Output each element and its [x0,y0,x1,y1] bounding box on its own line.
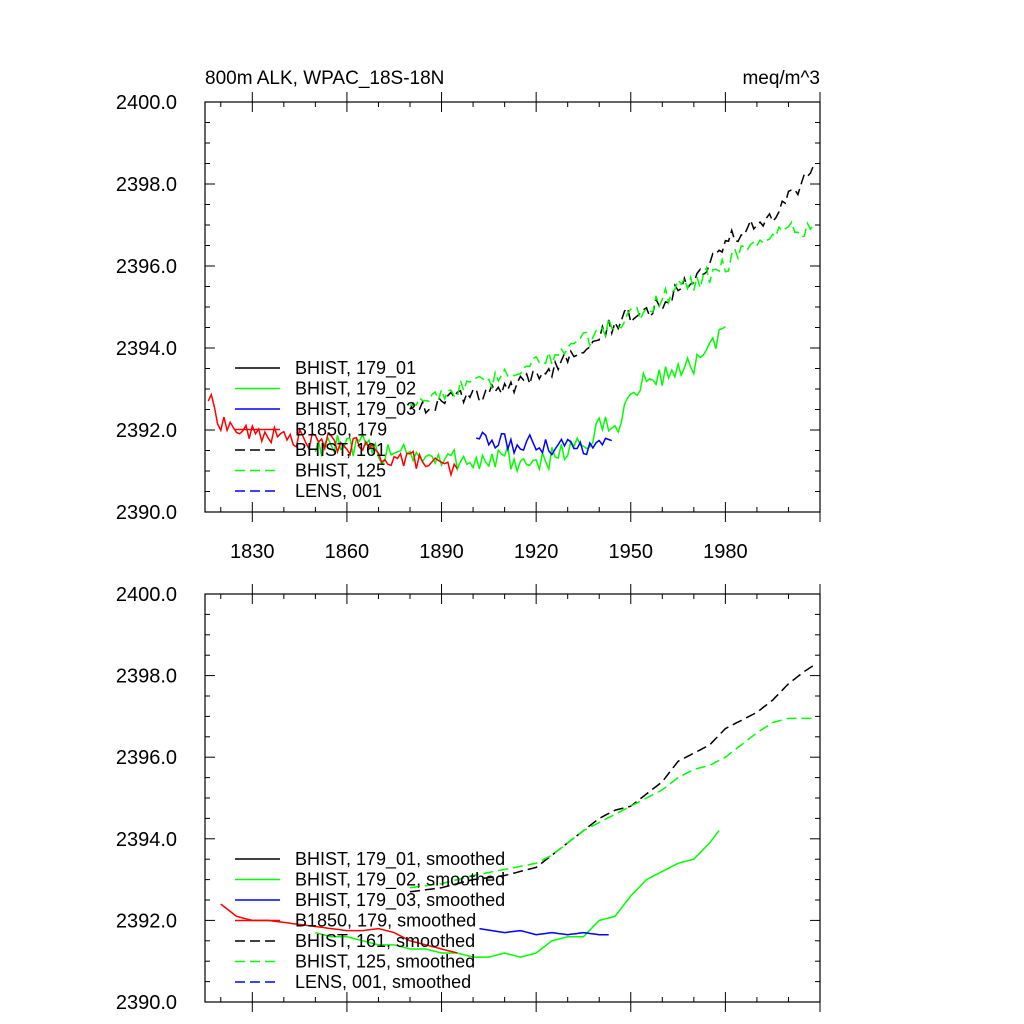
legend-entry: BHIST, 161 [295,440,386,460]
series-line-bhist-179-02-smoothed [315,830,720,958]
y-tick-label: 2396.0 [116,747,177,769]
legend-entry: BHIST, 179_01, smoothed [295,849,505,870]
x-tick-label: 1980 [703,541,748,563]
series-lines [207,164,815,478]
legend-entry: B1850, 179, smoothed [295,911,476,931]
series-line-b1850-179 [207,392,458,478]
y-tick-label: 2394.0 [116,338,177,360]
series-line-bhist-161-smoothed [409,664,815,893]
x-tick-label: 1830 [230,541,275,563]
x-tick-label: 1950 [609,541,654,563]
y-tick-label: 2392.0 [116,420,177,442]
y-tick-label: 2390.0 [116,992,177,1014]
chart-panel-2: 2400.0 2398.0 2396.0 2394.0 2392.0 2390.0 BHIS… [116,584,821,1014]
series-line-bhist-179-03-smoothed [479,927,609,936]
x-tick-label: 1920 [514,541,559,563]
legend-entry: BHIST, 125 [295,461,386,481]
series-line-bhist-125 [409,220,815,406]
y-tick-label: 2400.0 [116,584,177,606]
legend-entry: B1850, 179 [295,420,387,440]
x-tick-label: 1860 [325,541,370,563]
series-line-bhist-179-02 [314,326,726,474]
chart-units: meq/m^3 [742,68,820,89]
x-tick-label: 1890 [419,541,464,563]
legend-entry: BHIST, 161, smoothed [295,931,475,951]
legend-entry: LENS, 001 [295,481,382,501]
y-tick-label: 2394.0 [116,829,177,851]
legend-entry: LENS, 001, smoothed [295,972,471,992]
legend-entry: BHIST, 125, smoothed [295,952,475,972]
y-tick-label: 2392.0 [116,910,177,932]
y-tick-label: 2390.0 [116,502,177,524]
legend-entry: BHIST, 179_03, smoothed [295,890,505,911]
panels: 1830 1860 1890 1920 1950 1980 2400.0 2398.0 2396… [116,68,821,1014]
y-tick-label: 2400.0 [116,92,177,114]
series-line-bhist-179-03 [476,431,613,456]
series-line-bhist-125-smoothed [409,717,814,889]
y-tick-label: 2398.0 [116,174,177,196]
chart-panel-1: 1830 1860 1890 1920 1950 1980 2400.0 2398.0 2396… [116,68,821,563]
legend-entry: BHIST, 179_03 [295,399,416,420]
series-line-bhist-161 [409,164,815,415]
legend-entry: BHIST, 179_02, smoothed [295,870,505,891]
y-tick-label: 2398.0 [116,666,177,688]
legend-entry: BHIST, 179_01 [295,358,416,379]
legend-entry: BHIST, 179_02 [295,379,416,400]
chart-title: 800m ALK, WPAC_18S-18N [205,68,444,89]
y-tick-label: 2396.0 [116,256,177,278]
